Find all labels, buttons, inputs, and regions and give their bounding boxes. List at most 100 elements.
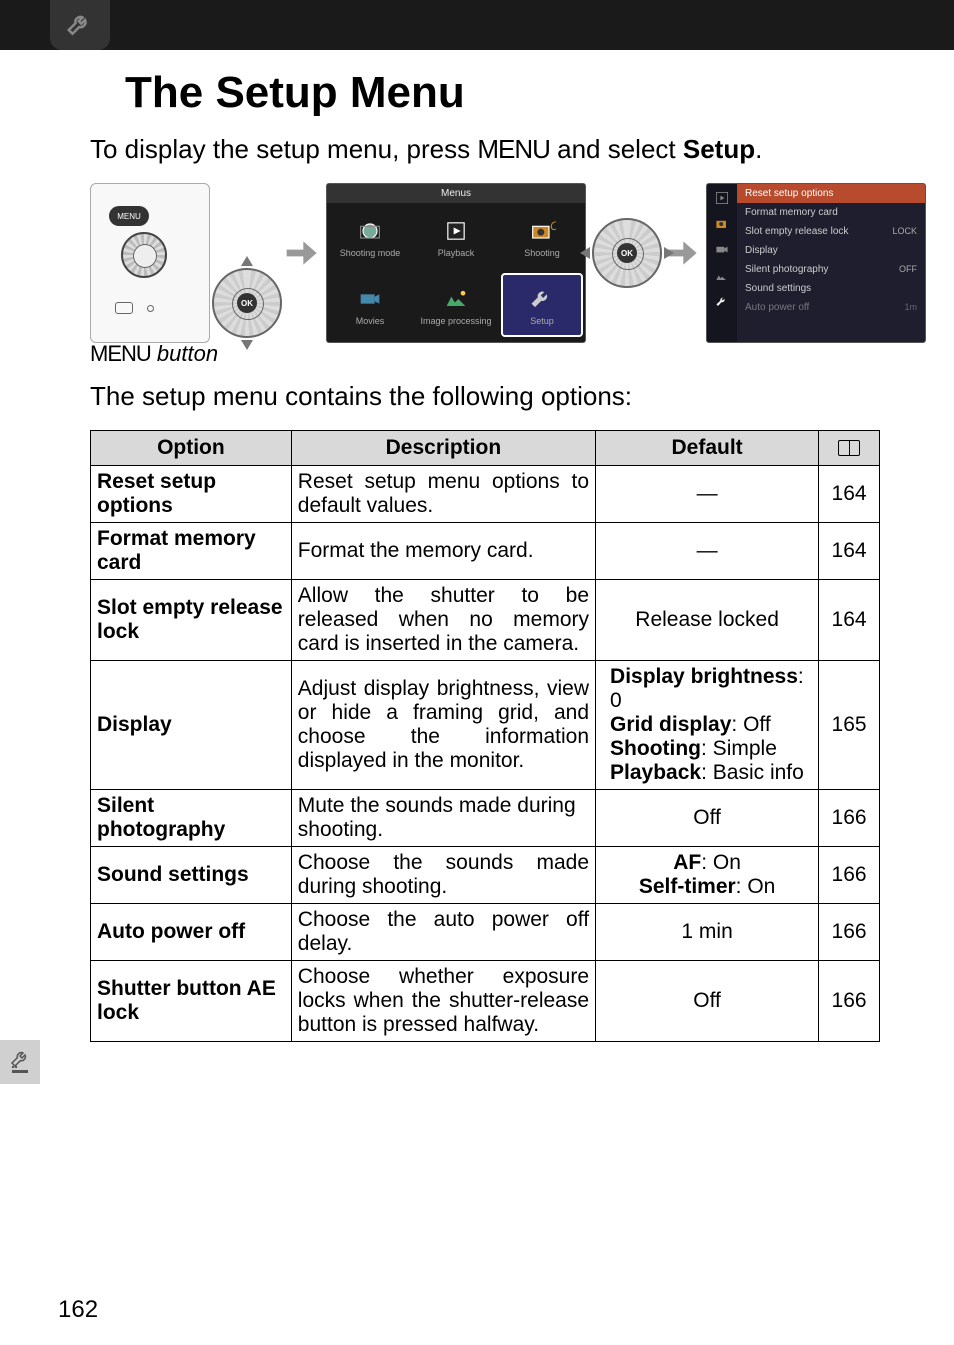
desc: Choose the auto power off delay.	[291, 904, 595, 961]
menu-item-label: Playback	[438, 248, 475, 258]
ok-button-icon: OK	[237, 293, 257, 313]
def: AF: On Self-timer: On	[596, 847, 819, 904]
table-row: Reset setup options Reset setup menu opt…	[91, 466, 880, 523]
sidebar-icons	[707, 184, 737, 342]
nav-dial-horizontal-icon: OK	[592, 218, 662, 288]
def: —	[596, 523, 819, 580]
menu-item-label: Shooting	[524, 248, 560, 258]
options-intro: The setup menu contains the following op…	[0, 367, 954, 412]
opt: Sound settings	[91, 847, 292, 904]
wrench-icon	[528, 285, 556, 313]
movie-icon	[714, 242, 730, 258]
options-table: Option Description Default Reset setup o…	[90, 430, 880, 1042]
desc: Choose the sounds made during shooting.	[291, 847, 595, 904]
opt: Auto power off	[91, 904, 292, 961]
desc: Choose whether exposure locks when the s…	[291, 961, 595, 1042]
nav-dial-vertical-icon: OK	[212, 268, 282, 338]
page-number: 162	[58, 1296, 98, 1324]
def: Release locked	[596, 580, 819, 661]
def: Off	[596, 961, 819, 1042]
desc: Mute the sounds made during shooting.	[291, 790, 595, 847]
list-item: Sound settings	[737, 279, 925, 298]
tab-marker-icon	[50, 0, 110, 50]
menu-button-label: MENU button	[90, 341, 954, 367]
ok-button-icon: OK	[617, 243, 637, 263]
menu-button-text: button	[151, 341, 218, 366]
pg: 164	[819, 466, 880, 523]
menu-item-movies: Movies	[329, 273, 411, 337]
play-icon	[714, 190, 730, 206]
subtitle-part: and select	[550, 134, 683, 164]
def: 1 min	[596, 904, 819, 961]
def: —	[596, 466, 819, 523]
def: Display brightness: 0 Grid display: Off …	[596, 661, 819, 790]
setup-list-items: Reset setup options Format memory card S…	[737, 184, 925, 342]
camera-small-button-icon	[115, 302, 133, 314]
table-row: Slot empty release lock Allow the shutte…	[91, 580, 880, 661]
col-default: Default	[596, 431, 819, 466]
table-row: Display Adjust display brightness, view …	[91, 661, 880, 790]
table-body: Reset setup options Reset setup menu opt…	[91, 466, 880, 1042]
wrench-icon	[714, 294, 730, 310]
desc: Format the memory card.	[291, 523, 595, 580]
header-bar	[0, 0, 954, 50]
processing-icon	[442, 285, 470, 313]
desc: Adjust display brightness, view or hide …	[291, 661, 595, 790]
menus-screen: Menus Shooting mode Playback C Shooting …	[326, 183, 586, 343]
opt: Silent photography	[91, 790, 292, 847]
table-row: Shutter button AE lock Choose whether ex…	[91, 961, 880, 1042]
subtitle-bold: Setup	[683, 134, 755, 164]
book-icon	[838, 440, 860, 456]
menu-item-label: Image processing	[420, 316, 491, 326]
pg: 166	[819, 961, 880, 1042]
camera-dot-icon	[147, 305, 154, 312]
camera-icon	[714, 216, 730, 232]
menu-glyph: MENU	[90, 341, 151, 366]
camera-dial-icon	[121, 232, 167, 278]
movie-icon	[356, 285, 384, 313]
menu-item-image-processing: Image processing	[415, 273, 497, 337]
camera-back-icon: MENU	[90, 183, 210, 343]
opt: Shutter button AE lock	[91, 961, 292, 1042]
table-row: Auto power off Choose the auto power off…	[91, 904, 880, 961]
pg: 164	[819, 523, 880, 580]
menu-item-shooting: C Shooting	[501, 205, 583, 269]
menu-item-shooting-mode: Shooting mode	[329, 205, 411, 269]
wrench-icon	[65, 10, 95, 40]
list-item: Format memory card	[737, 203, 925, 222]
menu-glyph: MENU	[477, 134, 550, 164]
subtitle-end: .	[755, 134, 762, 164]
menu-item-label: Movies	[356, 316, 385, 326]
arrow-right-icon	[280, 233, 320, 273]
figure-row: MENU OK Menus Shooting mode Playback C S…	[0, 165, 954, 343]
left-arrow-icon	[580, 247, 590, 259]
pg: 166	[819, 790, 880, 847]
menu-item-label: Shooting mode	[340, 248, 401, 258]
processing-icon	[714, 268, 730, 284]
list-item: Display	[737, 241, 925, 260]
side-tab	[0, 1040, 40, 1084]
camera-shooting-icon: C	[528, 217, 556, 245]
menu-grid: Shooting mode Playback C Shooting Movies…	[327, 203, 585, 339]
table-row: Silent photography Mute the sounds made …	[91, 790, 880, 847]
col-option: Option	[91, 431, 292, 466]
pg: 166	[819, 904, 880, 961]
col-page	[819, 431, 880, 466]
desc: Reset setup menu options to default valu…	[291, 466, 595, 523]
camera-icon	[356, 217, 384, 245]
pg: 164	[819, 580, 880, 661]
def: Off	[596, 790, 819, 847]
pg: 166	[819, 847, 880, 904]
down-arrow-icon	[241, 340, 253, 350]
opt: Format memory card	[91, 523, 292, 580]
list-item: Auto power off1m	[737, 298, 925, 317]
camera-col: MENU	[90, 183, 210, 343]
opt: Slot empty release lock	[91, 580, 292, 661]
right-arrow-icon	[664, 247, 674, 259]
list-item: Slot empty release lockLOCK	[737, 222, 925, 241]
subtitle: To display the setup menu, press MENU an…	[0, 118, 954, 165]
wrench-side-icon	[10, 1050, 30, 1074]
camera-menu-button-icon: MENU	[109, 206, 149, 226]
page-title: The Setup Menu	[0, 50, 954, 118]
subtitle-part: To display the setup menu, press	[90, 134, 477, 164]
